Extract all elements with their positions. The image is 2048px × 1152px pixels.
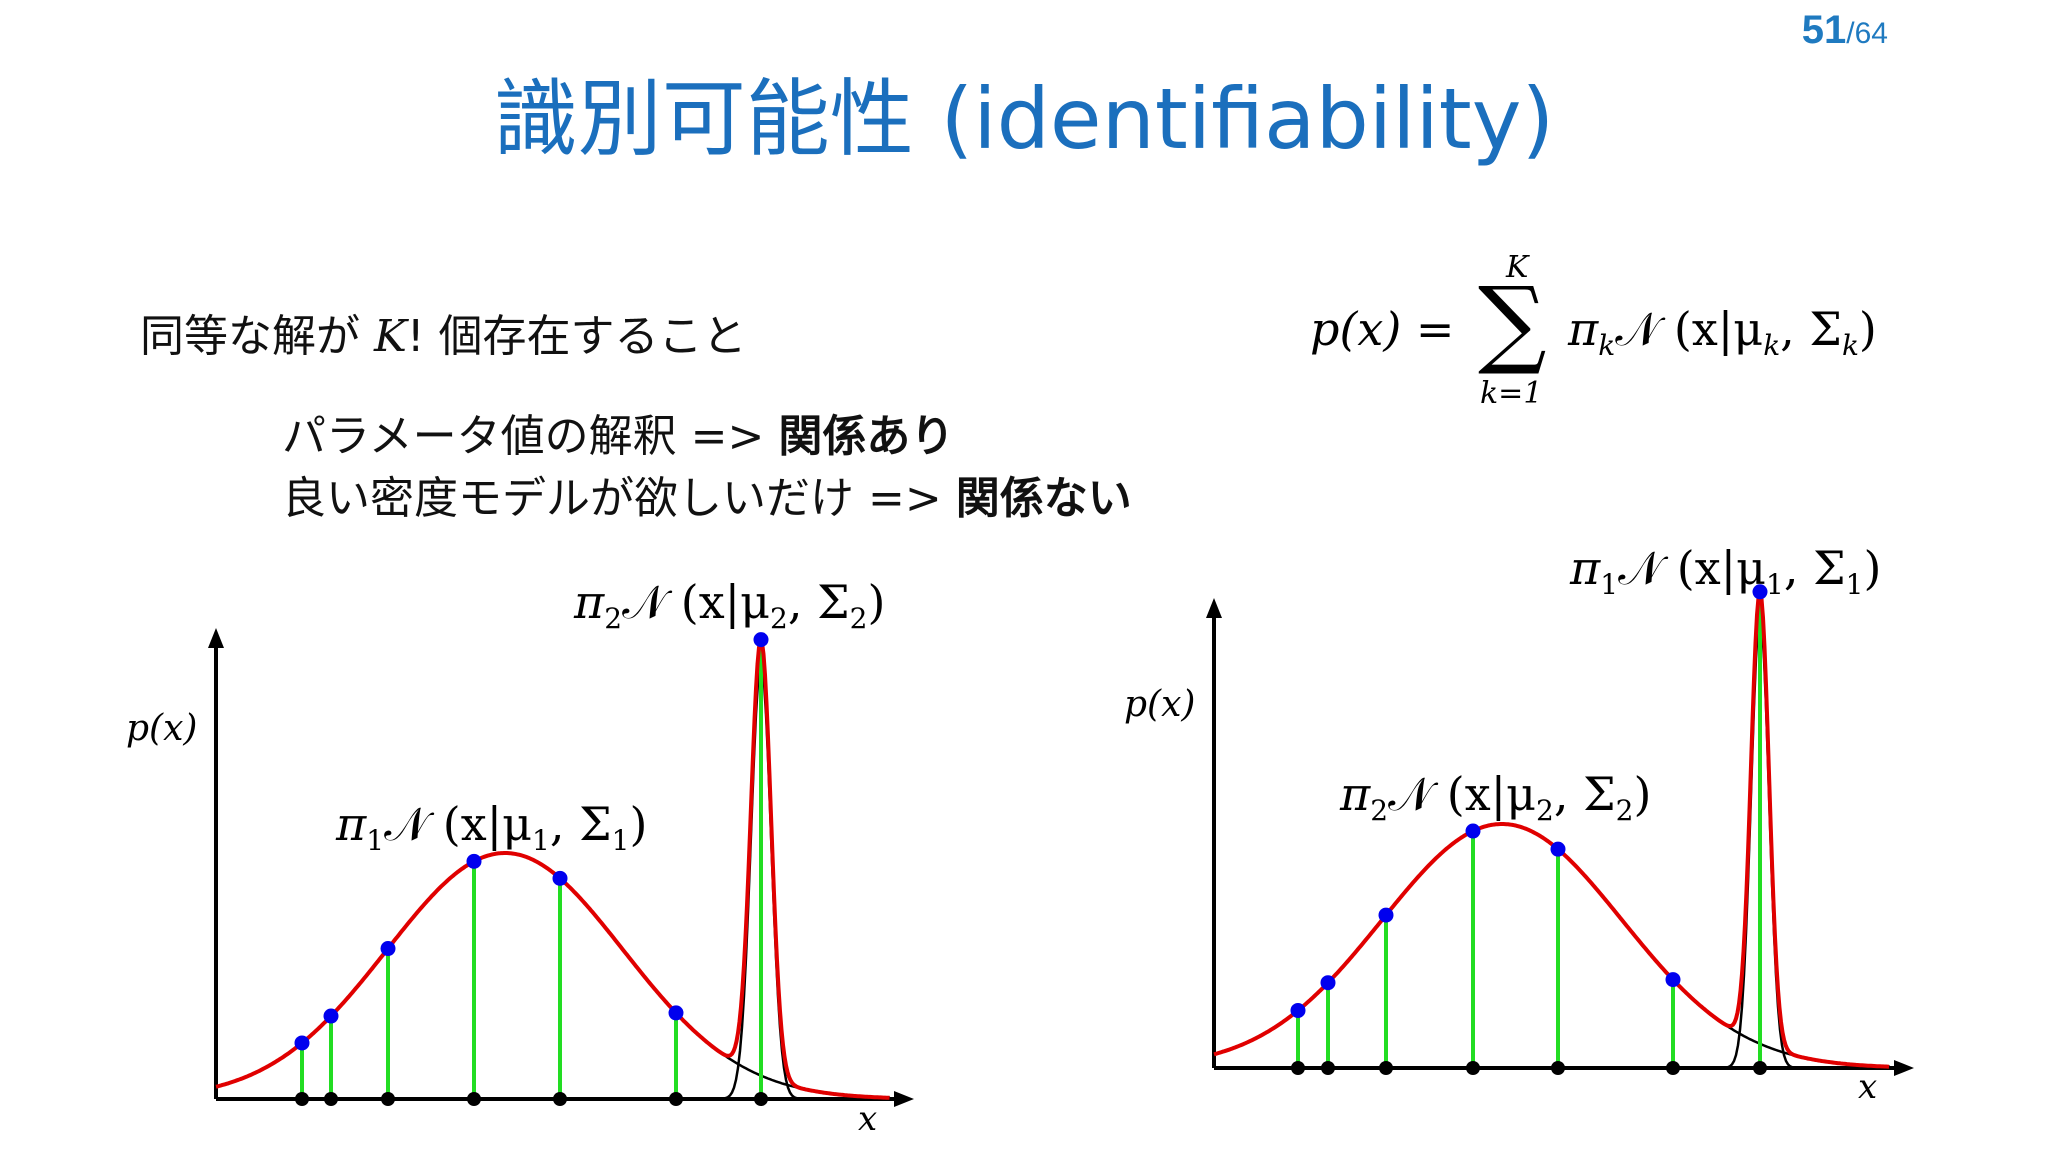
right-y-axis-label: p(x) bbox=[1124, 684, 1195, 725]
formula-lower-limit: k=1 bbox=[1480, 376, 1542, 411]
sample-point bbox=[668, 1005, 684, 1021]
page-number: 51/64 bbox=[1802, 8, 1888, 53]
axis-sample-point bbox=[467, 1092, 481, 1106]
left-wide-component-label: π1𝒩 (x|μ1, Σ1) bbox=[335, 797, 647, 857]
sample-point bbox=[552, 870, 568, 886]
axis-sample-point bbox=[553, 1092, 567, 1106]
sample-point bbox=[294, 1035, 310, 1051]
sample-point bbox=[1290, 1002, 1306, 1018]
left-mixture-plot: p(x) x π1𝒩 (x|μ1, Σ1) π2𝒩 (x|μ2, Σ2) bbox=[126, 575, 914, 1139]
axis-sample-point bbox=[324, 1092, 338, 1106]
sample-point bbox=[1320, 975, 1336, 991]
density-text: 良い密度モデルが欲しいだけ => bbox=[282, 473, 956, 524]
axis-sample-point bbox=[381, 1092, 395, 1106]
sample-point bbox=[1465, 823, 1481, 839]
axis-sample-point bbox=[1551, 1061, 1565, 1075]
slide-title: 識別可能性 (identifiability) bbox=[493, 70, 1555, 168]
mixture-curve bbox=[1213, 591, 1890, 1069]
formula-sum-symbol: ∑ bbox=[1478, 266, 1547, 378]
axis-sample-point bbox=[1753, 1061, 1767, 1075]
interpretation-answer: 関係あり bbox=[778, 411, 955, 462]
sample-point bbox=[1665, 972, 1681, 988]
axis-sample-point bbox=[754, 1092, 768, 1106]
density-line: 良い密度モデルが欲しいだけ => 関係ない bbox=[282, 462, 1132, 526]
wide-component-curve bbox=[215, 851, 891, 1100]
interpretation-text: パラメータ値の解釈 => bbox=[282, 411, 779, 462]
axis-sample-point bbox=[1291, 1061, 1305, 1075]
left-peak-component-label: π2𝒩 (x|μ2, Σ2) bbox=[573, 575, 885, 635]
formula-rhs: πk𝒩 (x|μk, Σk) bbox=[1567, 302, 1877, 362]
statement-k: K bbox=[374, 311, 407, 362]
mixture-curve bbox=[215, 634, 890, 1100]
page-total: /64 bbox=[1846, 17, 1888, 50]
page-current: 51 bbox=[1801, 8, 1847, 52]
statement-suffix: ! 個存在すること bbox=[406, 311, 747, 362]
axis-sample-point bbox=[1466, 1061, 1480, 1075]
x-axis-arrow bbox=[1894, 1060, 1914, 1076]
x-axis-arrow bbox=[894, 1091, 914, 1107]
mixture-formula: p(x) = ∑ K k=1 πk𝒩 (x|μk, Σk) bbox=[1310, 250, 1877, 411]
statement-line: 同等な解が K! 個存在すること bbox=[140, 300, 747, 364]
sample-point bbox=[380, 941, 396, 957]
formula-upper-limit: K bbox=[1505, 250, 1530, 285]
wide-component-curve bbox=[1213, 822, 1891, 1068]
sample-point bbox=[753, 632, 769, 648]
sample-point bbox=[1752, 584, 1768, 600]
sample-point bbox=[323, 1008, 339, 1024]
left-x-axis-label: x bbox=[858, 1099, 877, 1139]
sample-point bbox=[1550, 841, 1566, 857]
axis-sample-point bbox=[1321, 1061, 1335, 1075]
right-mixture-plot: p(x) x π2𝒩 (x|μ2, Σ2) π1𝒩 (x|μ1, Σ1) bbox=[1124, 541, 1914, 1107]
sample-point bbox=[466, 853, 482, 869]
axis-sample-point bbox=[295, 1092, 309, 1106]
right-peak-component-label: π1𝒩 (x|μ1, Σ1) bbox=[1569, 541, 1881, 601]
right-x-axis-label: x bbox=[1858, 1067, 1877, 1107]
statement-prefix: 同等な解が bbox=[140, 311, 374, 362]
right-wide-component-label: π2𝒩 (x|μ2, Σ2) bbox=[1339, 767, 1651, 827]
density-answer: 関係ない bbox=[955, 473, 1132, 524]
formula-lhs: p(x) = bbox=[1310, 302, 1454, 356]
left-y-axis-label: p(x) bbox=[126, 708, 197, 749]
sample-point bbox=[1378, 907, 1394, 923]
axis-sample-point bbox=[1666, 1061, 1680, 1075]
y-axis-arrow bbox=[208, 628, 224, 648]
axis-sample-point bbox=[669, 1092, 683, 1106]
y-axis-arrow bbox=[1206, 598, 1222, 618]
interpretation-line: パラメータ値の解釈 => 関係あり bbox=[282, 400, 954, 464]
axis-sample-point bbox=[1379, 1061, 1393, 1075]
peak-component-curve bbox=[216, 663, 890, 1101]
